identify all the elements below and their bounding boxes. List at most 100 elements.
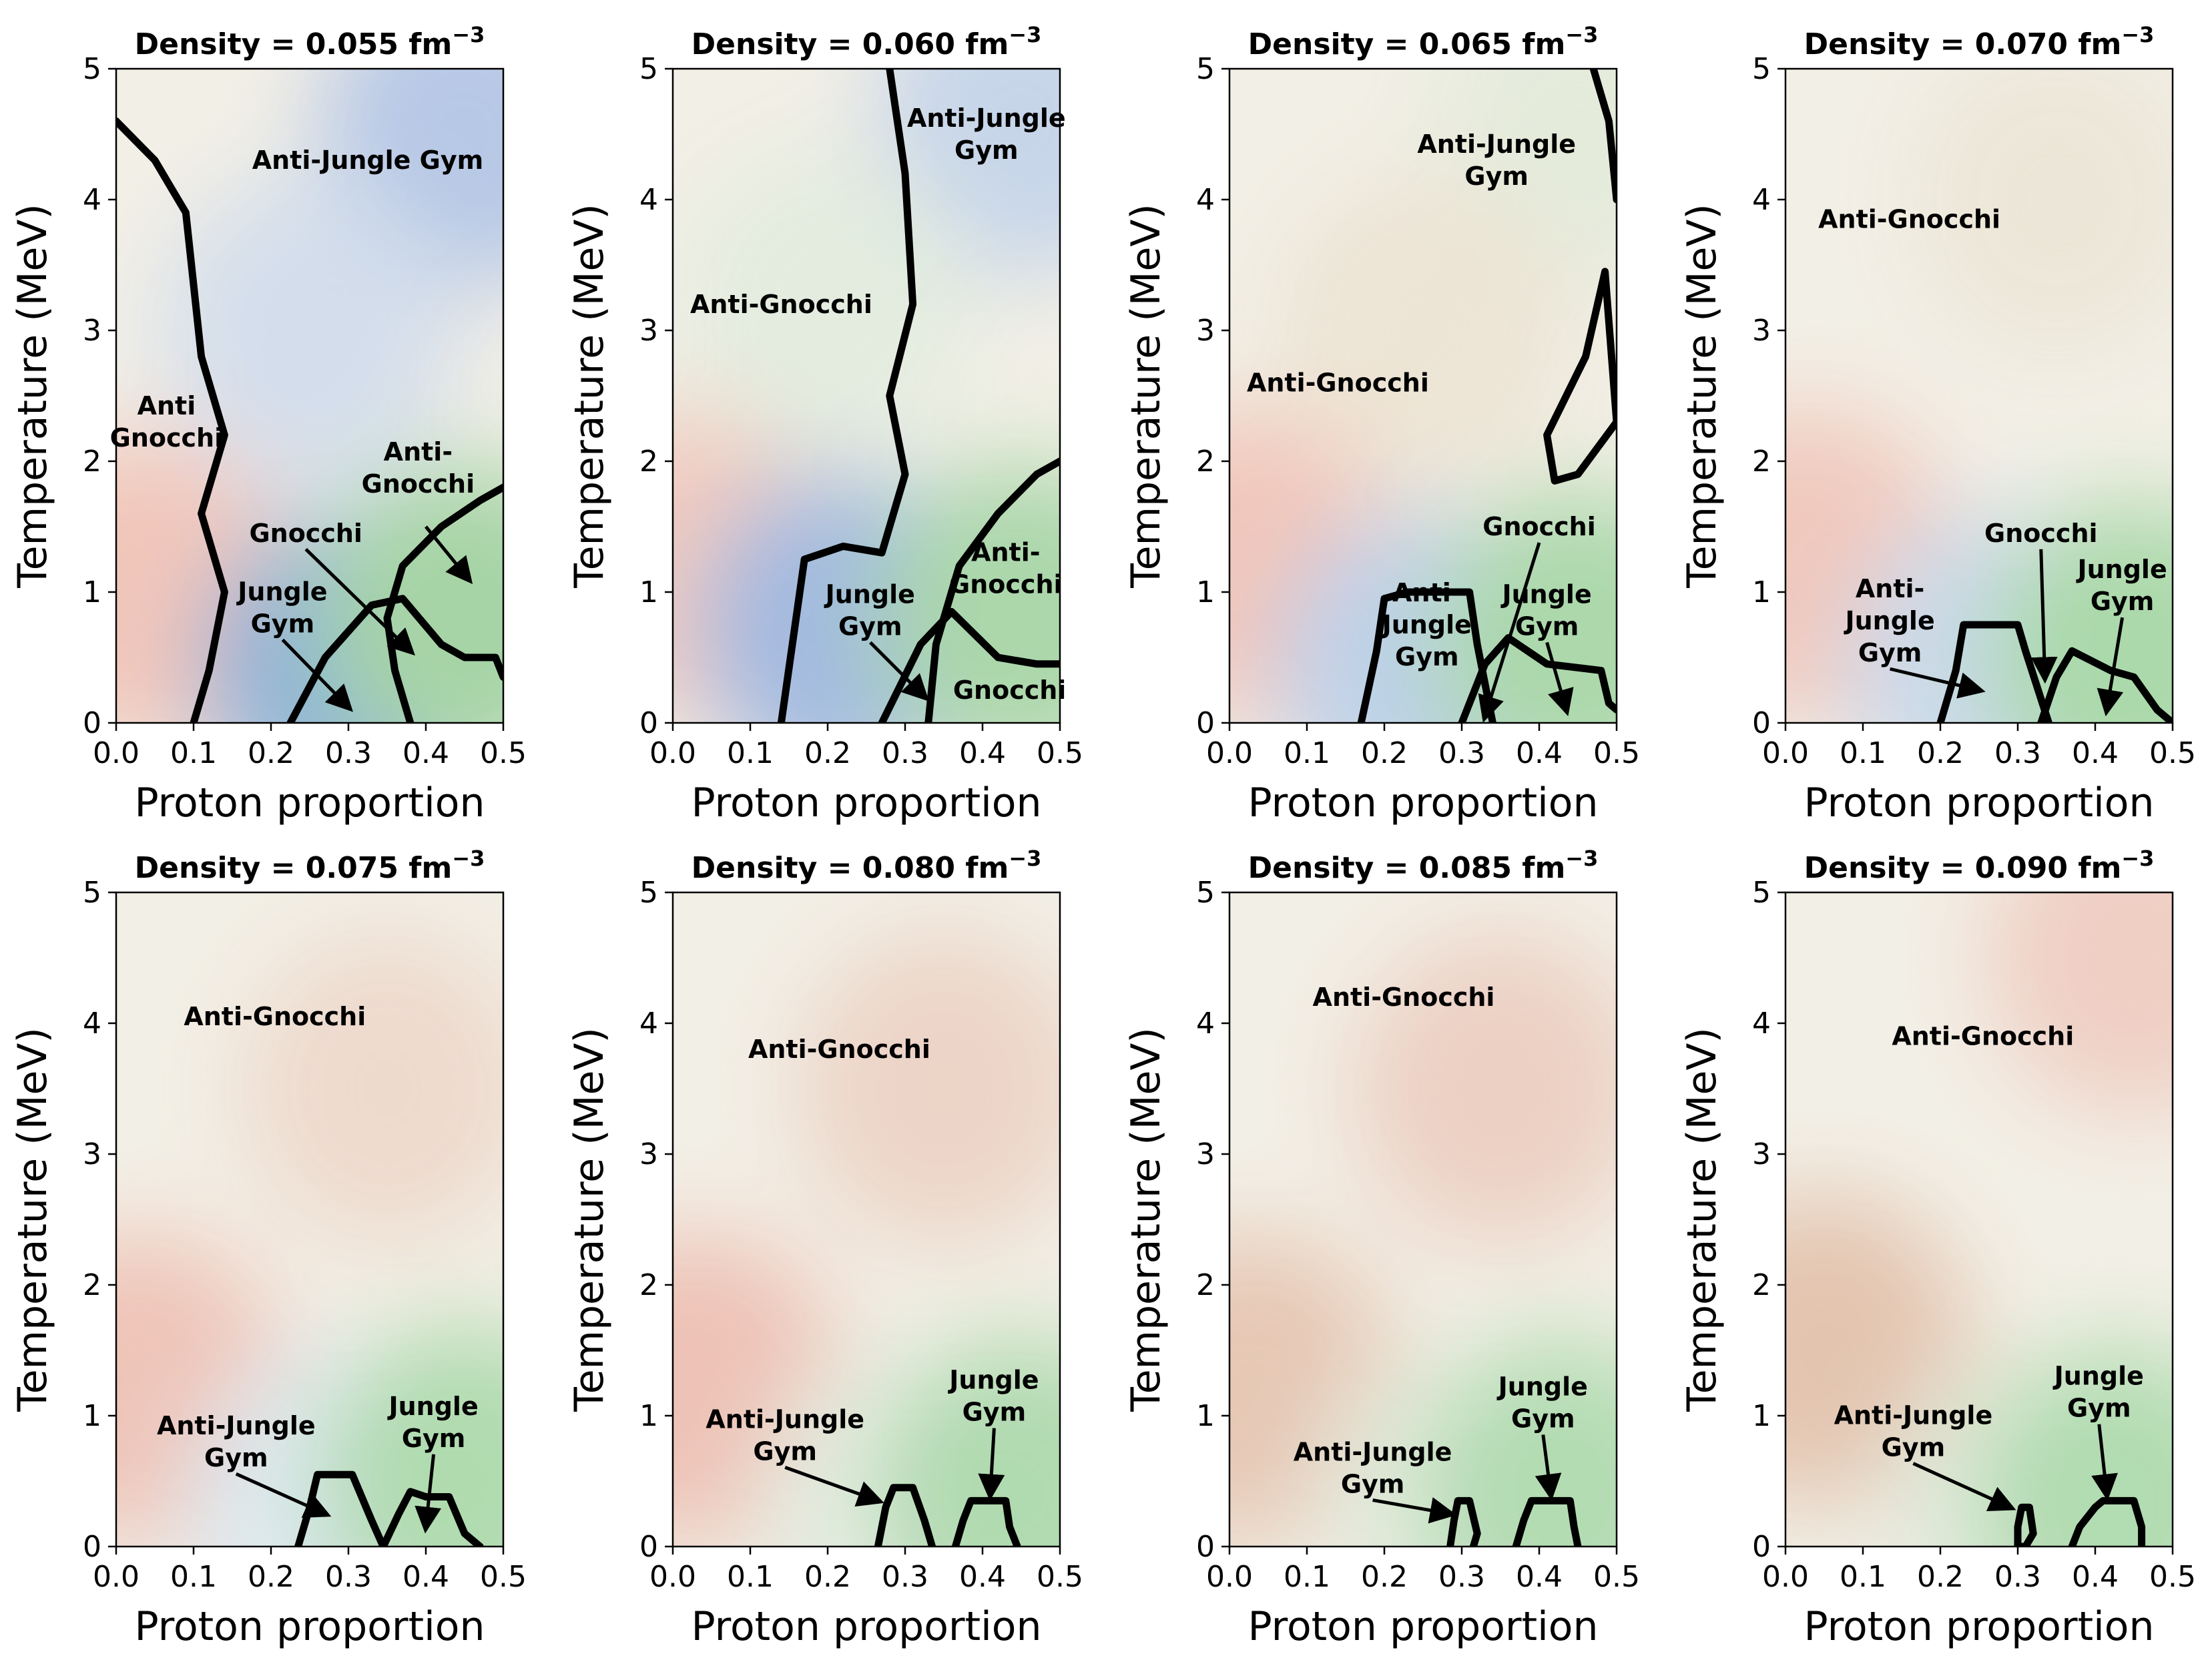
x-tick-label: 0.2 bbox=[804, 1560, 851, 1594]
y-tick-label: 4 bbox=[1196, 1007, 1215, 1041]
y-tick-label: 0 bbox=[83, 706, 101, 740]
panel-title: Density = 0.070 fm−3 bbox=[1804, 22, 2155, 61]
y-tick-label: 0 bbox=[639, 1530, 658, 1564]
y-axis-label: Temperature (MeV) bbox=[566, 204, 613, 589]
y-tick-label: 2 bbox=[1752, 445, 1771, 479]
phase-label-line: Gym bbox=[1858, 638, 1922, 667]
y-tick-label: 2 bbox=[639, 1268, 658, 1302]
phase-label-line: Jungle bbox=[1500, 579, 1591, 609]
y-tick-label: 0 bbox=[83, 1530, 101, 1564]
phase-label-line: Anti-Jungle bbox=[157, 1411, 316, 1440]
field-blobs bbox=[116, 69, 503, 723]
y-tick-label: 1 bbox=[1196, 575, 1215, 609]
axes-frame bbox=[115, 67, 505, 724]
phase-label: Jungle Gym bbox=[2052, 1362, 2144, 1423]
y-tick-label: 4 bbox=[1196, 183, 1215, 217]
phase-label-line: Anti-Jungle bbox=[907, 103, 1066, 133]
phase-label-line: Jungle bbox=[824, 579, 915, 609]
x-tick-label: 0.0 bbox=[93, 736, 140, 770]
phase-label: Anti-Gnocchi bbox=[1818, 204, 2000, 234]
x-tick-label: 0.1 bbox=[170, 736, 217, 770]
x-tick-label: 0.1 bbox=[1284, 1560, 1330, 1594]
phase-label-line: Gnocchi bbox=[1482, 512, 1595, 541]
x-tick-label: 0.4 bbox=[959, 736, 1006, 770]
phase-label: Anti-Gnocchi bbox=[748, 1035, 930, 1064]
phase-label-line: Anti-Gnocchi bbox=[1818, 204, 2000, 234]
phase-label-line: Gym bbox=[838, 611, 902, 641]
x-tick-label: 0.5 bbox=[1037, 1560, 1083, 1594]
x-tick-label: 0.5 bbox=[480, 736, 527, 770]
phase-label-line: Jungle bbox=[2075, 555, 2167, 584]
panel-2: Anti-Jungle GymAnti-GnocchiAnti-GnocchiJu… bbox=[566, 22, 1083, 826]
y-tick-label: 3 bbox=[1752, 314, 1771, 348]
y-tick-label: 2 bbox=[1196, 445, 1215, 479]
phase-label: Anti-Jungle Gym bbox=[1834, 1401, 1993, 1462]
phase-label-line: Jungle bbox=[1496, 1372, 1588, 1401]
phase-field bbox=[673, 892, 1060, 1547]
phase-field bbox=[116, 892, 503, 1547]
phase-label: Anti-Jungle Gym bbox=[1417, 129, 1576, 191]
phase-label-line: Anti-Jungle bbox=[1834, 1401, 1993, 1430]
phase-label: Anti-Gnocchi bbox=[1313, 983, 1495, 1012]
y-tick-label: 4 bbox=[1752, 183, 1771, 217]
phase-label-line: Gym bbox=[1882, 1433, 1946, 1462]
field-blob bbox=[874, 1337, 1060, 1547]
panel-7: Anti-Gnocchi Jungle Gym Anti-Jungle Gym 0.0 0.… bbox=[1123, 846, 1640, 1650]
phase-label: Jungle Gym bbox=[2075, 555, 2167, 616]
phase-label-line: Jungle bbox=[1843, 606, 1934, 635]
y-tick-label: 4 bbox=[83, 1007, 101, 1041]
y-tick-label: 2 bbox=[83, 445, 101, 479]
label-arrow bbox=[2097, 617, 2125, 717]
phase-label-line: Gym bbox=[954, 135, 1019, 165]
label-arrow bbox=[1535, 1434, 1562, 1501]
axes-frame bbox=[1228, 891, 1618, 1548]
phase-label-line: Jungle bbox=[1380, 610, 1472, 639]
y-tick-label: 3 bbox=[1196, 314, 1215, 348]
phase-boundary bbox=[777, 69, 917, 723]
x-axis-label: Proton proportion bbox=[134, 1603, 485, 1650]
x-tick-label: 0.5 bbox=[1593, 736, 1640, 770]
y-tick-label: 2 bbox=[83, 1268, 101, 1302]
panel-title-superscript: −3 bbox=[1565, 846, 1598, 871]
panel-title-superscript: −3 bbox=[2121, 22, 2154, 47]
y-tick-label: 1 bbox=[83, 1399, 101, 1433]
phase-label-line: Anti-Jungle bbox=[706, 1404, 864, 1434]
label-arrow bbox=[784, 1466, 884, 1507]
field-blob bbox=[240, 931, 503, 1246]
y-tick-label: 3 bbox=[1196, 1137, 1215, 1171]
x-tick-label: 0.0 bbox=[1762, 1560, 1809, 1594]
y-tick-label: 3 bbox=[83, 314, 101, 348]
x-tick-label: 0.5 bbox=[2149, 1560, 2196, 1594]
panel-title: Density = 0.085 fm−3 bbox=[1248, 846, 1599, 885]
x-axis-label: Proton proportion bbox=[691, 780, 1041, 826]
phase-boundary bbox=[379, 1488, 484, 1547]
panel-title: Density = 0.090 fm−3 bbox=[1804, 846, 2155, 885]
label-arrow bbox=[978, 1428, 1005, 1501]
phase-label-line: Gym bbox=[2091, 587, 2155, 616]
x-tick-label: 0.0 bbox=[1762, 736, 1809, 770]
phase-label-line: Gym bbox=[251, 609, 315, 639]
panel-title: Density = 0.080 fm−3 bbox=[692, 846, 1042, 885]
y-tick-label: 1 bbox=[1752, 1399, 1771, 1433]
phase-label-line: Anti-Gnocchi bbox=[690, 290, 872, 319]
y-tick-label: 5 bbox=[1752, 876, 1771, 910]
phase-label: Gnocchi bbox=[953, 675, 1066, 705]
y-tick-label: 0 bbox=[639, 706, 658, 740]
x-tick-label: 0.3 bbox=[1438, 736, 1485, 770]
x-tick-label: 0.3 bbox=[1994, 736, 2041, 770]
phase-boundary bbox=[878, 607, 1060, 723]
phase-field bbox=[116, 69, 503, 723]
x-tick-label: 0.5 bbox=[2149, 736, 2196, 770]
x-tick-label: 0.1 bbox=[1284, 736, 1330, 770]
phase-label-line: Gym bbox=[204, 1443, 268, 1472]
x-tick-label: 0.5 bbox=[480, 1560, 527, 1594]
label-arrow bbox=[1912, 1462, 2016, 1512]
field-blobs bbox=[1785, 69, 2173, 723]
label-arrow bbox=[304, 548, 415, 656]
x-tick-label: 0.3 bbox=[325, 1560, 372, 1594]
x-tick-label: 0.5 bbox=[1037, 736, 1083, 770]
y-tick-label: 4 bbox=[639, 183, 658, 217]
label-arrow bbox=[2030, 549, 2058, 684]
